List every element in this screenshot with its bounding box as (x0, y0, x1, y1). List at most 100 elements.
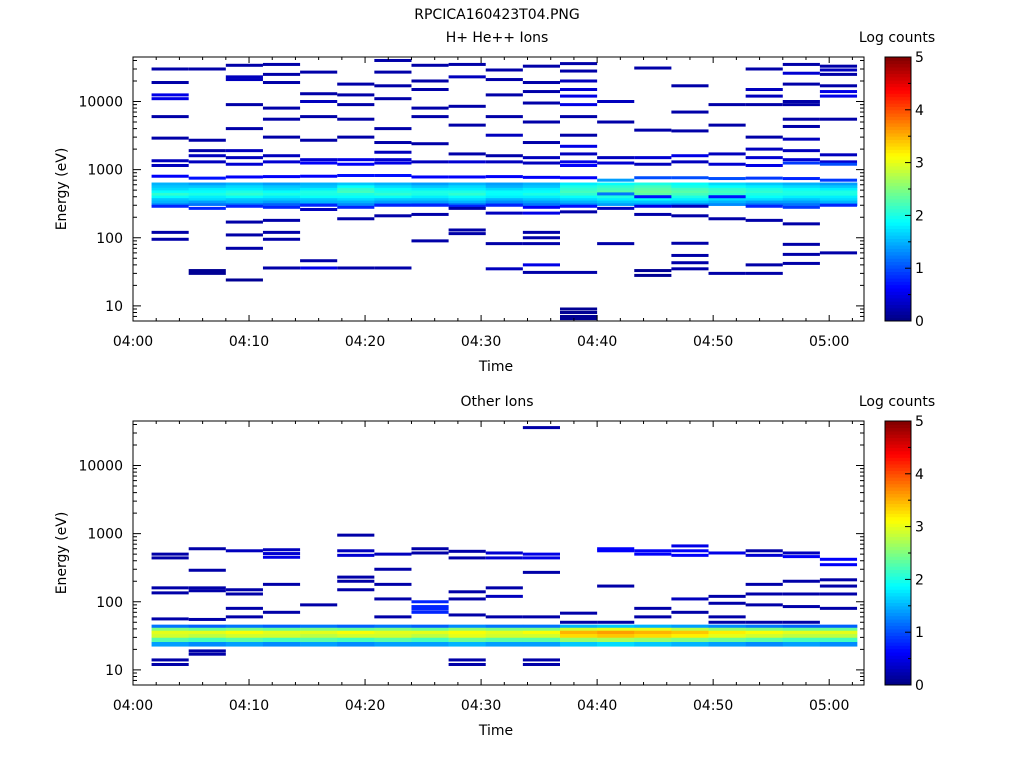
heatmap-cell (745, 263, 783, 267)
heatmap-cell (411, 212, 449, 216)
plot-frame (132, 420, 865, 686)
heatmap-cell (782, 252, 820, 256)
heatmap-cell (708, 182, 746, 186)
colorbar-segment (885, 90, 911, 94)
heatmap-cell (448, 75, 486, 79)
x-tick-label: 04:10 (229, 698, 269, 714)
heatmap-cell (671, 202, 709, 206)
heatmap-cell (151, 136, 189, 140)
colorbar-segment (885, 255, 911, 259)
heatmap-cell (448, 185, 487, 188)
heatmap-cell (411, 182, 449, 186)
heatmap-cell (485, 615, 523, 619)
colorbar-segment (885, 159, 911, 164)
heatmap-cell (559, 192, 598, 196)
heatmap-cell (559, 317, 598, 321)
heatmap-cell (374, 627, 412, 631)
colorbar-segment (885, 218, 911, 223)
heatmap-cell (819, 627, 858, 631)
heatmap-cell (225, 641, 264, 647)
heatmap-cell (634, 200, 672, 204)
heatmap-cell (300, 182, 338, 186)
colorbar-segment (885, 241, 911, 246)
heatmap-cell (225, 78, 263, 82)
heatmap-cell (300, 641, 338, 647)
heatmap-cell (597, 637, 635, 643)
heatmap-cell (448, 637, 487, 643)
heatmap-cell (225, 615, 263, 619)
heatmap-cell (374, 58, 412, 62)
heatmap-cell (337, 93, 375, 97)
colorbar-segment (885, 652, 911, 656)
heatmap-cell (745, 197, 784, 201)
heatmap-cell (411, 624, 449, 628)
heatmap-cell (188, 138, 226, 142)
heatmap-cell (559, 133, 598, 137)
x-axis-label: Time (478, 723, 513, 739)
colorbar-segment (885, 274, 911, 279)
colorbar-tick-label: 2 (915, 572, 924, 588)
colorbar-segment (885, 284, 911, 289)
heatmap-cell (819, 68, 858, 72)
heatmap-cell (708, 152, 746, 156)
heatmap-cell (374, 624, 412, 628)
heatmap-cell (448, 190, 487, 193)
heatmap-cell (262, 81, 301, 85)
heatmap-cell (708, 192, 746, 196)
heatmap-cell (188, 187, 227, 191)
heatmap-cell (262, 190, 301, 193)
colorbar-segment (885, 212, 911, 216)
colorbar-segment (885, 231, 911, 236)
heatmap-cell (337, 579, 375, 583)
heatmap-cell (151, 658, 189, 662)
heatmap-cell (188, 190, 227, 193)
heatmap-cell (745, 592, 783, 596)
heatmap-cell (782, 82, 820, 86)
colorbar-segment (885, 592, 911, 597)
heatmap-cell (522, 662, 560, 666)
colorbar-segment (885, 86, 911, 91)
heatmap-cell (374, 190, 412, 193)
colorbar-tick-label: 1 (915, 261, 924, 277)
heatmap-cell (485, 197, 524, 201)
colorbar-segment (885, 612, 911, 617)
heatmap-cell (522, 187, 561, 191)
heatmap-cell (448, 549, 486, 553)
heatmap-cell (188, 176, 226, 180)
colorbar-segment (885, 165, 911, 170)
heatmap-cell (448, 658, 486, 662)
heatmap-cell (337, 158, 375, 162)
heatmap-cell (708, 200, 746, 204)
heatmap-cell (151, 67, 189, 71)
heatmap-cell (782, 627, 821, 631)
heatmap-cell (411, 600, 449, 604)
heatmap-cell (708, 217, 746, 221)
heatmap-cell (671, 624, 709, 628)
colorbar-segment (885, 470, 911, 475)
heatmap-cell (374, 161, 412, 165)
heatmap-cell (225, 127, 263, 131)
heatmap-cell (188, 568, 226, 572)
heatmap-cell (262, 555, 301, 559)
x-tick-label: 04:50 (693, 334, 733, 350)
colorbar-segment (885, 281, 911, 286)
x-axis-label: Time (478, 359, 513, 375)
heatmap-cell (374, 158, 412, 162)
colorbar-segment (885, 440, 911, 445)
heatmap-cell (522, 101, 560, 105)
heatmap-cell (448, 152, 486, 156)
heatmap-cell (300, 624, 338, 628)
heatmap-cell (151, 182, 189, 186)
heatmap-cell (337, 82, 375, 86)
heatmap-cell (708, 103, 746, 107)
heatmap-cell (782, 177, 820, 181)
heatmap-cell (782, 620, 820, 624)
colorbar-tick-label: 2 (915, 208, 924, 224)
heatmap-cell (634, 128, 672, 132)
heatmap-cell (671, 110, 709, 114)
figure-title: RPCICA160423T04.PNG (414, 7, 579, 23)
heatmap-cell (485, 190, 524, 193)
heatmap-cell (262, 62, 301, 66)
heatmap-cell (782, 202, 821, 206)
heatmap-cell (782, 200, 821, 204)
